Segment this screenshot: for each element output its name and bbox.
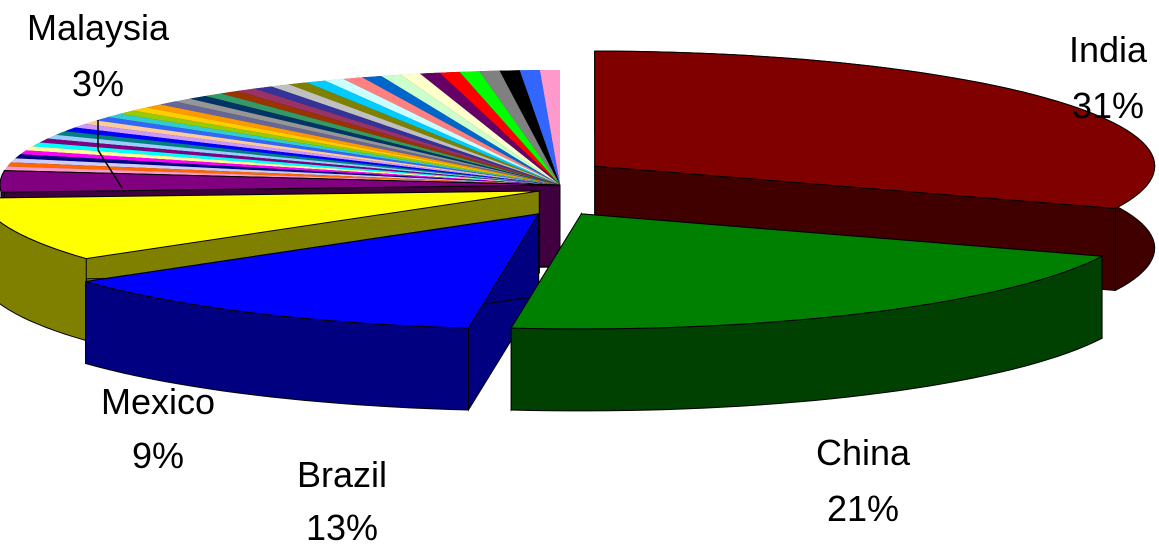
slice-top	[254, 86, 560, 185]
slice-top	[459, 71, 560, 185]
slice-top	[0, 190, 540, 260]
slice-top	[400, 73, 560, 185]
slice-top	[439, 71, 560, 185]
slice-top	[479, 70, 560, 185]
slice-top	[237, 88, 560, 185]
slice-top	[4, 166, 560, 185]
slice-top	[499, 70, 560, 185]
slice-top	[324, 78, 560, 185]
slice-top	[362, 76, 560, 185]
slice-top	[205, 93, 560, 185]
label-pct-mexico: 9%	[132, 435, 184, 476]
slice-top	[85, 213, 540, 329]
slice-top	[74, 123, 560, 185]
malaysia-leader-line	[97, 120, 123, 189]
slice-top	[26, 146, 560, 185]
slice-china	[510, 212, 1104, 412]
slice-top	[15, 154, 560, 185]
label-pct-india: 31%	[1072, 85, 1144, 126]
slice-top	[0, 170, 561, 193]
data-labels: India 31% China 21% Brazil 13% Mexico 9%…	[27, 7, 1148, 546]
label-pct-malaysia: 3%	[72, 63, 124, 104]
slice-top	[160, 101, 560, 185]
slice-top	[189, 96, 561, 185]
slice-top	[133, 107, 560, 185]
slice-brazil	[85, 212, 540, 412]
slice-top	[47, 134, 560, 185]
label-pct-brazil: 13%	[306, 507, 378, 546]
slice-top	[519, 70, 560, 185]
slice-india	[594, 50, 1156, 292]
label-pct-china: 21%	[827, 488, 899, 529]
slice-top	[306, 80, 560, 185]
pie-slices	[0, 50, 1156, 412]
slice-top	[10, 158, 560, 185]
slice-top	[288, 82, 560, 185]
slice-top	[85, 120, 560, 185]
slice-top	[20, 150, 560, 185]
slice-top	[539, 70, 560, 185]
label-name-india: India	[1069, 29, 1148, 70]
slice-top	[220, 91, 560, 185]
slice-top	[271, 84, 560, 185]
leader-lines	[97, 120, 123, 189]
slice-top	[343, 77, 560, 185]
slice-top	[7, 162, 561, 185]
label-name-mexico: Mexico	[101, 381, 215, 422]
slice-top	[510, 213, 1104, 330]
slice-top	[146, 104, 560, 185]
label-name-china: China	[816, 432, 911, 473]
slice-top	[96, 117, 561, 185]
slice-top	[55, 131, 561, 185]
slice-top	[174, 98, 560, 185]
slice-top	[381, 74, 560, 185]
slice-top	[419, 72, 560, 185]
slice-top	[594, 50, 1156, 209]
label-name-brazil: Brazil	[297, 454, 387, 495]
slice-top	[39, 138, 560, 185]
slice-top	[120, 110, 560, 185]
slice-top	[107, 113, 560, 185]
label-name-malaysia: Malaysia	[27, 7, 170, 48]
slice-top	[65, 127, 560, 185]
slice-top	[32, 142, 561, 185]
